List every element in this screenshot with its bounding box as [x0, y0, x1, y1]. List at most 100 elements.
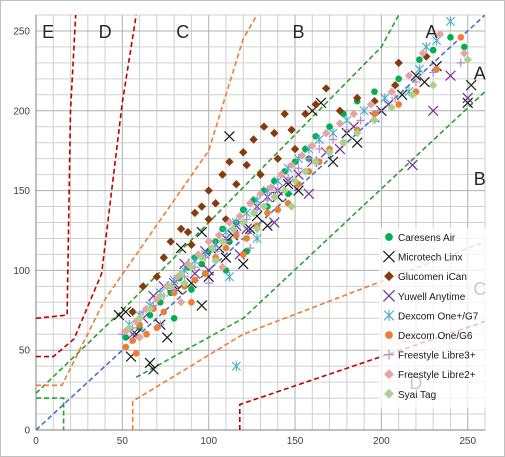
- data-point: [237, 258, 249, 270]
- data-point: [122, 334, 130, 341]
- data-point: [293, 185, 304, 196]
- data-point: [414, 64, 424, 75]
- legend-label: Glucomen iCan: [398, 272, 467, 283]
- data-point: [135, 314, 144, 323]
- data-point: [297, 151, 307, 160]
- data-point: [373, 106, 383, 115]
- data-point: [239, 251, 247, 258]
- data-point: [125, 323, 134, 333]
- y-tick-label: 50: [19, 346, 31, 357]
- data-point: [138, 282, 148, 291]
- data-point: [325, 148, 334, 157]
- data-point: [196, 226, 208, 238]
- data-point: [408, 90, 417, 100]
- legend-label: Freestyle Libre2+: [398, 370, 476, 381]
- data-point: [152, 294, 162, 304]
- data-point: [445, 70, 456, 81]
- data-point: [242, 160, 251, 170]
- zone-d-boundary-line: [36, 15, 137, 358]
- data-point: [156, 291, 165, 301]
- data-point: [252, 233, 262, 244]
- data-point: [273, 176, 283, 186]
- zone-label: D: [99, 22, 112, 42]
- legend-item: Yuwell Anytime: [382, 289, 466, 303]
- data-point: [271, 177, 278, 185]
- data-point: [214, 231, 224, 240]
- data-point: [252, 224, 262, 234]
- data-point: [287, 202, 296, 211]
- zone-c-boundary-line: [36, 15, 258, 387]
- data-point: [225, 157, 234, 167]
- data-point: [462, 97, 474, 109]
- legend: Caresens Air Microtech Linx Glucomen iCan Y…: [379, 228, 489, 409]
- data-point: [301, 167, 310, 176]
- data-point: [321, 84, 331, 93]
- y-tick-label: 0: [24, 426, 30, 437]
- data-point: [328, 135, 338, 144]
- data-point: [204, 237, 213, 246]
- data-point: [460, 49, 469, 58]
- data-point: [228, 224, 238, 234]
- data-point: [432, 35, 442, 46]
- legend-marker: [384, 369, 394, 380]
- data-point: [311, 100, 320, 109]
- data-point: [366, 100, 376, 109]
- data-point: [277, 170, 286, 179]
- data-point: [445, 16, 456, 27]
- data-point: [152, 272, 162, 281]
- data-point: [211, 256, 220, 266]
- data-point: [220, 252, 232, 263]
- data-point: [132, 350, 140, 357]
- legend-label: Caresens Air: [398, 233, 456, 244]
- data-point: [335, 119, 345, 128]
- series-9: [125, 55, 472, 333]
- data-point: [153, 324, 161, 332]
- data-point: [264, 209, 271, 217]
- data-point: [249, 208, 258, 218]
- data-point: [183, 227, 193, 237]
- data-point: [225, 218, 234, 227]
- data-point: [302, 145, 309, 153]
- data-point: [290, 176, 300, 186]
- data-point: [465, 79, 477, 91]
- data-points: [113, 16, 477, 375]
- zone-d-boundary-line: [239, 320, 485, 430]
- data-point: [176, 224, 186, 234]
- data-point: [427, 105, 439, 117]
- data-point: [327, 156, 339, 168]
- data-point: [207, 243, 217, 253]
- x-tick-label: 100: [200, 436, 217, 447]
- data-point: [268, 217, 280, 228]
- data-point: [166, 282, 175, 291]
- data-point: [304, 154, 314, 163]
- data-point: [266, 183, 276, 192]
- data-point: [342, 115, 352, 126]
- axes: 0 50 100 150 200 250 0 50 100 150 200 250: [13, 15, 485, 447]
- data-point: [188, 286, 195, 293]
- data-point: [235, 211, 244, 221]
- data-point: [435, 29, 445, 39]
- data-point: [245, 199, 255, 208]
- data-point: [180, 278, 189, 288]
- zone-label: C: [176, 22, 189, 42]
- data-point: [370, 96, 379, 106]
- data-point: [204, 278, 213, 288]
- zone-boundaries: [36, 15, 485, 430]
- data-point: [252, 195, 262, 205]
- x-tick-label: 0: [33, 436, 39, 447]
- legend-marker: [384, 388, 394, 399]
- legend-label: Syai Tag: [398, 390, 436, 401]
- zone-label: A: [425, 22, 437, 42]
- data-point: [176, 298, 186, 307]
- data-point: [428, 81, 438, 90]
- data-point: [218, 237, 227, 246]
- legend-marker: [385, 233, 393, 241]
- zone-label: E: [42, 22, 54, 42]
- data-point: [356, 116, 365, 125]
- x-tick-label: 50: [117, 436, 129, 447]
- data-point: [262, 220, 273, 232]
- data-point: [129, 337, 137, 344]
- x-tick-label: 200: [373, 436, 390, 447]
- legend-label: Dexcom One+/G7: [398, 311, 479, 322]
